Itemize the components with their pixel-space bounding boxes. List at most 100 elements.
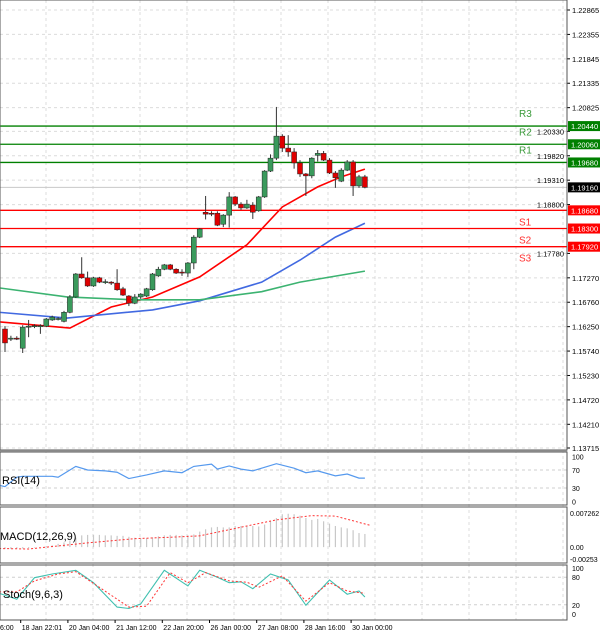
rsi-panel <box>0 463 365 488</box>
candle-body <box>73 273 79 298</box>
level-price-label: 1.18300 <box>571 225 598 234</box>
candle-body <box>326 159 333 174</box>
stoch-signal-line <box>0 571 365 608</box>
stoch-main-line <box>0 569 366 610</box>
level-price-tag <box>568 205 600 216</box>
candle-body <box>285 147 291 153</box>
price-tick-label: 1.18800 <box>537 201 564 210</box>
candle-body <box>155 268 162 277</box>
candle-body <box>14 337 20 340</box>
macd-label: MACD(12,26,9) <box>0 531 76 543</box>
level-price-label: 1.19680 <box>571 158 598 167</box>
candle-body <box>309 157 315 177</box>
macd-panel <box>0 513 371 550</box>
price-panel: R3 R2 R1 S1 S2 S3 <box>0 106 567 353</box>
candle-body <box>338 169 345 182</box>
price-tick-label: 1.16760 <box>572 298 599 307</box>
candle-body <box>350 161 356 187</box>
level-price-label: 1.17920 <box>571 243 598 252</box>
rsi-label: RSI(14) <box>2 475 40 487</box>
moving-average-line <box>0 222 366 319</box>
candle-body <box>19 326 26 349</box>
candle-body <box>2 328 8 344</box>
candle-body <box>332 172 339 179</box>
candle-body <box>255 196 262 212</box>
price-tick-label: 1.15230 <box>572 371 599 380</box>
time-tick-label: 21 Jan 12:00 <box>116 625 157 632</box>
candle-body <box>167 264 173 270</box>
current-price-tag <box>568 182 600 193</box>
stoch-tick-label: 0 <box>572 612 576 619</box>
candle-body <box>314 153 321 156</box>
price-tick-label: 1.16250 <box>572 323 599 332</box>
candle-body <box>214 212 221 226</box>
level-price-tag <box>568 241 600 252</box>
price-tick-label: 1.17270 <box>572 274 599 283</box>
candle-body <box>303 173 309 177</box>
candle-body <box>185 262 191 274</box>
candle-body <box>149 273 156 291</box>
rsi-tick-label: 0 <box>572 500 576 507</box>
stoch-panel <box>0 569 366 610</box>
candle-body <box>114 282 120 291</box>
candle-body <box>84 277 91 287</box>
candle-body <box>191 236 197 264</box>
stoch-label: Stoch(9,6,3) <box>3 589 63 601</box>
moving-average-line <box>0 168 366 329</box>
macd-tick-label: 0.007262 <box>570 511 599 518</box>
candle-body <box>102 281 109 283</box>
candle-body <box>202 211 209 215</box>
candle-body <box>226 196 232 216</box>
candle-body <box>78 273 85 279</box>
candle-body <box>273 135 280 159</box>
candle-body <box>291 151 297 164</box>
candle-body <box>37 325 44 327</box>
price-tick-label: 1.19310 <box>537 176 564 185</box>
price-tick-label: 1.20825 <box>572 104 599 113</box>
candle-body <box>96 277 103 283</box>
stoch-tick-label: 80 <box>572 575 580 582</box>
price-tick-label: 1.22865 <box>572 6 599 15</box>
level-price-label: 1.20060 <box>571 140 598 149</box>
level-name-s3: S3 <box>519 254 532 265</box>
time-tick-label: 22 Jan 20:00 <box>163 625 204 632</box>
level-price-tag <box>568 121 600 132</box>
candle-body <box>132 296 138 304</box>
level-name-r1: R1 <box>519 145 532 156</box>
price-tick-label: 1.21845 <box>572 55 599 64</box>
candle-body <box>43 318 50 327</box>
level-name-r2: R2 <box>519 127 532 138</box>
panel-border <box>0 506 568 564</box>
candle-body <box>173 268 179 274</box>
level-price-tag <box>568 139 600 150</box>
candle-body <box>161 264 168 270</box>
candle-body <box>279 135 286 149</box>
level-price-label: 1.20440 <box>571 122 598 131</box>
level-name-r3: R3 <box>519 109 532 120</box>
time-tick-label: 30 Jan 00:00 <box>352 625 393 632</box>
time-tick-label: 6:00 <box>0 625 14 632</box>
candle-body <box>196 228 203 238</box>
time-tick-label: 27 Jan 08:00 <box>258 625 299 632</box>
stoch-tick-label: 100 <box>572 566 584 573</box>
candle-body <box>31 325 38 327</box>
rsi-line <box>0 463 365 488</box>
candle-body <box>143 288 150 297</box>
level-price-tag <box>568 223 600 234</box>
macd-tick-label: 0.00 <box>570 545 584 552</box>
candle-body <box>362 176 368 188</box>
stoch-tick-label: 20 <box>572 603 580 610</box>
macd-signal-line <box>0 515 371 550</box>
candle-body <box>261 170 268 198</box>
candle-body <box>120 288 126 296</box>
candle-body <box>67 296 73 313</box>
candle-body <box>320 153 327 161</box>
level-name-s1: S1 <box>519 217 532 228</box>
price-tick-label: 1.22355 <box>572 30 599 39</box>
candle-body <box>126 295 132 304</box>
candle-body <box>238 203 244 209</box>
time-tick-label: 28 Jan 16:00 <box>305 625 346 632</box>
level-price-tag <box>568 157 600 168</box>
